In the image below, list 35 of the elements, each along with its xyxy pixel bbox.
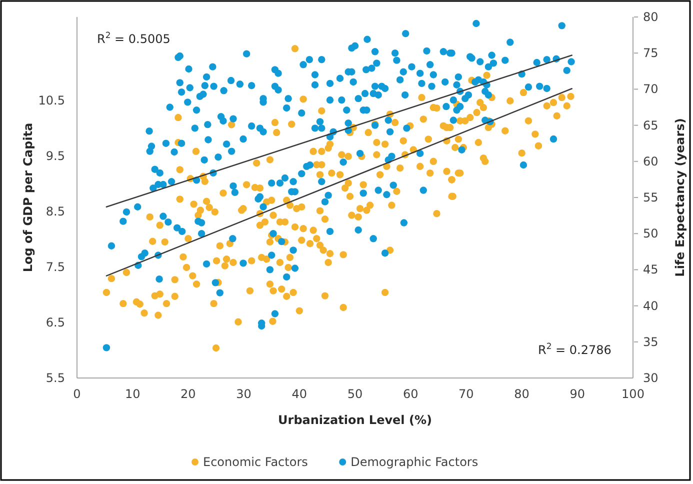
x-tick-label: 80 [514, 387, 530, 401]
y2-tick-label: 30 [643, 371, 658, 385]
x-tick-label: 70 [458, 387, 474, 401]
y2-tick-label: 75 [643, 46, 658, 60]
legend-label: Demographic Factors [350, 455, 478, 469]
y-tick-label: 8.5 [46, 204, 65, 218]
y-axis-title: Log of GDP per Capita [21, 122, 35, 272]
y-tick-label: 7.5 [46, 260, 65, 274]
x-axis-title: Urbanization Level (%) [278, 413, 432, 427]
x-tick-label: 30 [236, 387, 252, 401]
y-tick-label: 9.5 [46, 148, 65, 163]
y-tick-label: 10.5 [38, 93, 65, 108]
x-tick-label: 40 [292, 387, 308, 401]
y2-tick-label: 40 [643, 298, 658, 313]
y2-tick-label: 60 [643, 154, 658, 168]
x-tick-label: 90 [570, 387, 586, 401]
y2-tick-label: 45 [643, 262, 658, 277]
y2-tick-label: 55 [643, 190, 658, 204]
y-tick-label: 5.5 [46, 371, 65, 385]
y2-tick-label: 65 [643, 118, 658, 132]
y2-tick-label: 35 [643, 334, 658, 349]
legend-label: Economic Factors [203, 455, 308, 469]
y-tick-label: 6.5 [46, 315, 65, 330]
y2-tick-label: 50 [643, 226, 658, 241]
y2-tick-label: 70 [643, 82, 658, 96]
annotation: R$^{2}$ = 0.5005 [97, 30, 170, 46]
y2-axis-title: Life Expectancy (years) [673, 118, 687, 277]
annotation: R$^{2}$ = 0.2786 [538, 341, 612, 357]
y2-tick-label: 80 [643, 10, 658, 24]
x-tick-label: 60 [402, 387, 418, 401]
x-tick-label: 0 [73, 387, 81, 401]
x-tick-label: 20 [180, 387, 196, 401]
x-tick-label: 50 [347, 387, 363, 401]
x-tick-label: 100 [622, 387, 644, 401]
x-tick-label: 10 [124, 387, 140, 401]
